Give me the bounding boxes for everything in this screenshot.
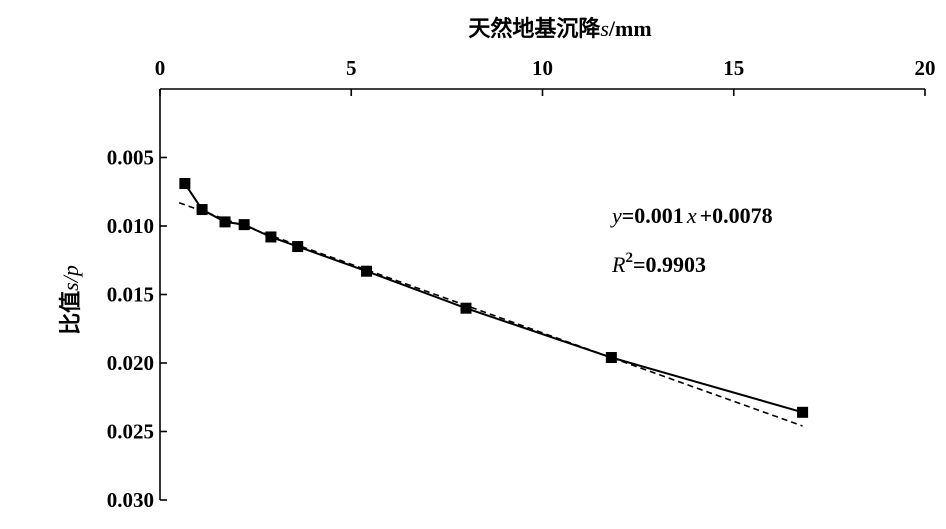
x-axis-title-var: s <box>600 16 609 41</box>
y-axis-title-prefix: 比值 <box>58 291 83 335</box>
data-point <box>361 265 373 277</box>
y-axis-ticks: 0.005 0.010 0.015 0.020 0.025 0.030 <box>107 146 167 512</box>
x-tick-label: 0 <box>155 56 166 80</box>
data-markers <box>179 178 809 418</box>
data-point <box>238 219 250 231</box>
y-tick-label: 0.025 <box>107 420 154 444</box>
x-axis-ticks: 0 5 10 15 20 <box>155 56 936 96</box>
x-tick-label: 10 <box>532 56 553 80</box>
data-point <box>219 216 231 228</box>
r2-rest: =0.9903 <box>633 252 706 277</box>
data-point <box>292 241 304 253</box>
eq-y: y <box>610 203 622 228</box>
y-tick-label: 0.020 <box>107 351 154 375</box>
x-tick-label: 20 <box>915 56 936 80</box>
data-point <box>797 406 809 418</box>
x-axis-title-prefix: 天然地基沉降 <box>468 16 601 41</box>
x-tick-label: 5 <box>346 56 357 80</box>
y-axis-title-var: s/p <box>58 265 83 291</box>
data-point <box>196 204 208 216</box>
y-tick-label: 0.005 <box>107 146 154 170</box>
eq-rest: +0.0078 <box>700 203 773 228</box>
r2-R: R <box>611 252 626 277</box>
x-axis-title-unit: /mm <box>608 16 652 41</box>
fit-line <box>178 201 803 427</box>
series-line <box>184 182 803 414</box>
equation-annotation: y=0.001 x +0.0078 <box>610 203 773 228</box>
y-tick-label: 0.015 <box>107 283 154 307</box>
eq-slope: =0.001 <box>622 203 684 228</box>
r2-sup: 2 <box>625 250 633 266</box>
data-point <box>605 352 617 364</box>
data-point <box>179 178 191 190</box>
eq-x: x <box>686 203 697 228</box>
data-point <box>460 302 472 314</box>
x-axis-title: 天然地基沉降s/mm <box>468 16 651 41</box>
x-tick-label: 15 <box>723 56 744 80</box>
r2-annotation: R2=0.9903 <box>611 250 706 277</box>
y-axis-title: 比值s/p <box>58 265 83 335</box>
data-point <box>265 231 277 243</box>
y-tick-label: 0.010 <box>107 214 154 238</box>
y-tick-label: 0.030 <box>107 488 154 512</box>
